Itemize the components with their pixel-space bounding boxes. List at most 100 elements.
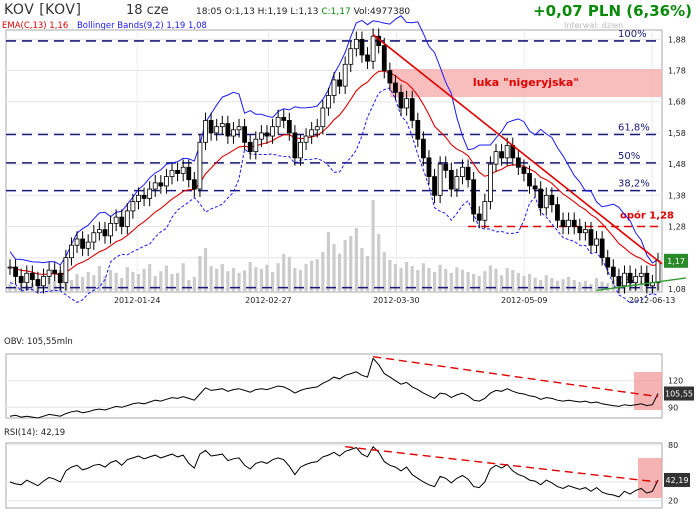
ohlc-values: 18:05 O:1,13 H:1,19 L:1,13 xyxy=(196,7,319,17)
volume-bar xyxy=(343,240,347,292)
volume-bar xyxy=(53,280,57,292)
volume-bar xyxy=(505,268,509,292)
candle-body xyxy=(532,185,538,190)
volume-bar xyxy=(103,276,107,292)
candle-body xyxy=(152,182,158,190)
candle-body xyxy=(197,141,203,190)
volume-bar xyxy=(332,244,336,292)
rsi-last-tag xyxy=(664,472,690,487)
candle-body xyxy=(644,272,650,287)
interval-label: Interwal: dzien xyxy=(564,21,624,30)
candle-body xyxy=(571,219,577,227)
price-change: +0,07 PLN (6,36%) xyxy=(533,2,692,20)
candle-body xyxy=(7,266,13,269)
volume-bar xyxy=(611,280,615,292)
candle-body xyxy=(387,70,393,84)
volume-bar xyxy=(81,276,85,292)
obv-last-tag xyxy=(664,386,694,401)
volume-bar xyxy=(321,252,325,292)
candle-body xyxy=(35,279,41,287)
candle-body xyxy=(147,188,153,199)
volume-bar xyxy=(427,268,431,292)
volume-bar xyxy=(432,272,437,292)
candle-body xyxy=(303,135,309,143)
candle-body xyxy=(96,229,102,234)
candle-body xyxy=(309,129,315,137)
ema-line xyxy=(9,70,659,276)
candle-body xyxy=(214,126,220,134)
price-tick-label: 1,78 xyxy=(668,67,686,76)
candle-body xyxy=(476,213,482,221)
candle-body xyxy=(549,194,555,206)
volume-bar xyxy=(494,268,498,292)
candle-body xyxy=(365,54,370,62)
down-trendline xyxy=(372,34,663,265)
candle-body xyxy=(605,257,611,268)
candle-body xyxy=(24,272,30,284)
volume-bar xyxy=(131,272,135,292)
volume-bar xyxy=(75,274,79,292)
candle-body xyxy=(582,229,588,234)
volume-bar xyxy=(567,276,571,292)
volume-bar xyxy=(142,268,146,292)
volume-bar xyxy=(248,262,252,292)
candle-body xyxy=(169,169,175,177)
volume-bar xyxy=(47,278,51,292)
volume-bar xyxy=(544,275,548,292)
candle-body xyxy=(454,176,460,190)
candle-body xyxy=(616,276,622,287)
volume-bar xyxy=(226,271,230,292)
candle-body xyxy=(80,238,86,249)
fib-label: 38,2% xyxy=(618,179,650,190)
volume-bar xyxy=(92,275,96,292)
volume-bar xyxy=(215,268,219,292)
ema-legend: EMA(C,13) 1,16 xyxy=(2,21,69,31)
price-tick-label: 1,68 xyxy=(668,98,686,107)
volume-bar xyxy=(164,265,169,292)
candle-body xyxy=(471,179,477,215)
volume-bar xyxy=(170,274,174,292)
candle-body xyxy=(124,210,130,227)
volume-bar xyxy=(421,263,425,292)
candle-body xyxy=(527,173,532,187)
candle-body xyxy=(348,48,354,65)
price-legend: EMA(C,13) 1,16 Bollinger Bands(9,2) 1,19… xyxy=(2,21,207,31)
candle-body xyxy=(119,216,125,227)
candle-body xyxy=(69,244,74,259)
volume-bar xyxy=(410,266,414,292)
rsi-highlight-box xyxy=(638,458,662,498)
candle-body xyxy=(655,260,661,284)
volume-bar xyxy=(533,277,537,292)
rsi-tick-label: 20 xyxy=(668,497,678,506)
candle-body xyxy=(443,163,449,171)
volume-bar xyxy=(304,264,308,292)
volume-bar xyxy=(120,278,124,292)
obv-trendline xyxy=(373,355,659,398)
obv-panel-frame xyxy=(5,353,663,419)
candle-body xyxy=(326,95,331,109)
candle-body xyxy=(627,272,633,284)
candle-body xyxy=(566,219,572,227)
candle-body xyxy=(108,222,113,237)
price-tick-label: 1,38 xyxy=(668,191,686,200)
candle-body xyxy=(320,107,326,128)
volume-bar xyxy=(136,274,141,292)
volume-bar xyxy=(561,279,565,292)
volume-bar xyxy=(315,259,319,292)
candle-body xyxy=(52,269,58,274)
rsi-line xyxy=(9,445,659,498)
volume-bar xyxy=(455,267,459,292)
volume-bar xyxy=(466,272,470,292)
volume-bar xyxy=(572,280,576,292)
candle-body xyxy=(158,182,164,187)
rsi-trendline xyxy=(345,446,659,483)
candle-body xyxy=(281,116,287,121)
last-price-tag xyxy=(664,253,688,268)
candle-body xyxy=(404,98,410,109)
candle-body xyxy=(13,266,18,277)
volume-bar xyxy=(539,280,543,292)
candle-body xyxy=(130,201,136,212)
candle-body xyxy=(337,79,342,87)
volume-bar xyxy=(639,280,643,292)
volume-bar xyxy=(108,270,113,292)
